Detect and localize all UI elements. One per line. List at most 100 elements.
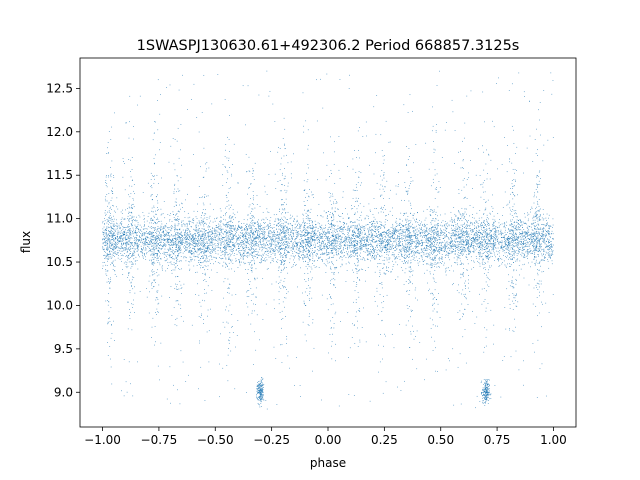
data-point (498, 230, 499, 231)
data-point (235, 249, 237, 251)
data-point (504, 235, 505, 237)
data-point (259, 235, 261, 237)
data-point (188, 237, 190, 239)
data-point (197, 240, 199, 242)
data-point (207, 232, 209, 234)
data-point (224, 231, 226, 232)
data-point (125, 244, 127, 246)
data-point (197, 243, 198, 245)
data-point (503, 255, 504, 256)
data-point (128, 219, 130, 220)
data-point (299, 233, 301, 235)
data-point (341, 257, 343, 258)
data-point (169, 256, 170, 258)
data-point (157, 254, 158, 255)
data-point (113, 239, 114, 241)
data-point (429, 264, 431, 266)
data-point (543, 224, 545, 226)
data-point (194, 238, 196, 240)
data-point (263, 242, 265, 244)
data-point (315, 245, 316, 247)
data-point (180, 243, 181, 244)
data-point (349, 242, 350, 243)
data-point (125, 209, 126, 211)
data-point (240, 250, 242, 251)
data-point (249, 223, 251, 225)
data-point (372, 221, 374, 222)
data-point (248, 247, 249, 248)
data-point (123, 232, 125, 234)
data-point (231, 259, 233, 261)
data-point (185, 241, 186, 242)
data-point (116, 237, 118, 238)
data-point (234, 253, 235, 254)
data-point (284, 261, 285, 262)
data-point (396, 242, 397, 244)
data-point (552, 233, 554, 235)
data-point (303, 227, 305, 228)
data-point (208, 225, 210, 227)
data-point (335, 250, 336, 252)
data-point (201, 249, 203, 250)
data-point (255, 232, 257, 233)
data-point (341, 237, 343, 238)
data-point (230, 260, 231, 261)
data-point (308, 246, 310, 247)
data-point (482, 233, 483, 235)
data-point (222, 237, 224, 239)
data-point (283, 220, 285, 221)
data-point (539, 244, 540, 246)
data-point (286, 254, 288, 255)
data-point (176, 220, 178, 221)
data-point (329, 246, 331, 248)
data-point (542, 233, 544, 235)
data-point (229, 221, 231, 222)
data-point (346, 251, 347, 253)
data-point (167, 268, 168, 269)
data-point (380, 239, 382, 241)
data-point (214, 218, 216, 220)
data-point (117, 242, 119, 244)
data-point (272, 250, 273, 252)
data-point (302, 235, 304, 236)
data-point (533, 253, 535, 255)
data-point (394, 258, 396, 260)
data-point (349, 254, 351, 256)
data-point (441, 248, 443, 250)
data-point (280, 218, 281, 220)
data-point (223, 237, 225, 238)
data-point (410, 220, 412, 222)
data-point (301, 241, 303, 243)
data-point (215, 239, 216, 241)
data-point (343, 228, 345, 230)
data-point (200, 238, 202, 240)
data-point (472, 245, 474, 246)
data-point (511, 230, 513, 231)
data-point (143, 246, 144, 248)
data-point (468, 254, 470, 255)
data-point (399, 249, 400, 250)
data-point (393, 254, 395, 256)
data-point (506, 252, 507, 253)
data-point (467, 236, 469, 237)
data-point (149, 259, 150, 261)
data-point (132, 253, 134, 255)
data-point (549, 255, 551, 257)
data-point (150, 250, 152, 252)
data-point (107, 240, 109, 242)
data-point (128, 241, 130, 243)
data-point (491, 231, 492, 232)
data-point (359, 240, 361, 241)
data-point (200, 267, 201, 269)
data-point (145, 241, 147, 243)
data-point (433, 229, 435, 231)
data-point (309, 240, 311, 242)
data-point (239, 237, 241, 239)
data-point (542, 254, 544, 255)
data-point (442, 225, 443, 227)
data-point (461, 246, 463, 248)
data-point (501, 232, 503, 234)
data-point (242, 258, 244, 259)
data-point (188, 247, 190, 249)
data-point (215, 225, 217, 226)
